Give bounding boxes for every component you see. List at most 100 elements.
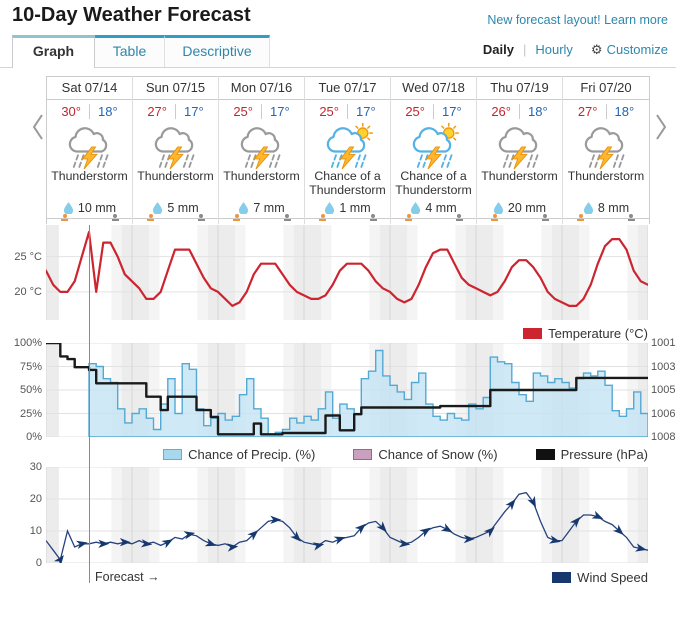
cloud-thunderstorm-icon [240, 127, 280, 170]
tab-graph[interactable]: Graph [12, 35, 95, 68]
day-column: Mon 07/16 25° 17° Thunderstorm 7 mm [219, 76, 305, 224]
sunset-icon [111, 214, 119, 221]
high-temp: 25° [233, 104, 253, 119]
day-column: Tue 07/17 25° 17° Chance of a Thunderstorm 1… [305, 76, 391, 224]
sun-cloud-thunderstorm-icon [326, 122, 373, 170]
day-name: Thu 07/19 [477, 76, 562, 100]
y-axis-label: 1005 [651, 384, 676, 396]
y-axis-label: 0% [26, 431, 42, 443]
raindrop-icon [325, 202, 335, 215]
cloud-thunderstorm-icon [68, 127, 108, 170]
temperature-legend-label: Temperature (°C) [548, 325, 648, 341]
new-layout-link[interactable]: New forecast layout! Learn more [487, 13, 668, 27]
low-temp: 17° [347, 104, 376, 119]
sunset-icon [197, 214, 205, 221]
precip-amount: 7 mm [219, 198, 304, 219]
tab-bar: Graph Table Descriptive [0, 35, 676, 68]
day-temps: 26° 18° [477, 102, 562, 122]
low-temp: 17° [261, 104, 290, 119]
sunrise-icon [61, 214, 69, 221]
condition-label: Thunderstorm [567, 169, 645, 183]
forecast-arrow-label: Forecast → [95, 570, 160, 584]
next-days-button[interactable] [653, 112, 669, 142]
weather-icon [563, 122, 649, 170]
wind-speed-chart [45, 466, 649, 567]
sun-marker-row [563, 213, 649, 224]
raindrop-icon [63, 202, 73, 215]
y-axis-label: 0 [35, 557, 42, 569]
day-temps: 25° 17° [391, 102, 476, 122]
snow-legend-label: Chance of Snow (%) [378, 446, 498, 462]
sunrise-icon [405, 214, 413, 221]
precip-amount: 1 mm [305, 198, 390, 219]
sun-marker-row [47, 213, 132, 224]
y-axis-label: 1008 [651, 431, 676, 443]
y-axis-label: 20 °C [14, 285, 42, 298]
sun-marker-row [305, 213, 390, 224]
day-column: Sat 07/14 30° 18° Thunderstorm 10 mm [47, 76, 133, 224]
cloud-thunderstorm-icon [498, 127, 538, 170]
precip-amount: 8 mm [563, 198, 649, 219]
sun-marker-row [133, 213, 218, 224]
day-name: Fri 07/20 [563, 76, 649, 100]
sun-marker-row [477, 213, 562, 224]
condition-label: Chance of a Thunderstorm [309, 169, 386, 197]
sunset-icon [283, 214, 291, 221]
wind-swatch [552, 571, 572, 583]
weather-icon [391, 122, 476, 170]
y-axis-label: 100% [13, 337, 42, 349]
weather-icon [219, 122, 304, 170]
snow-swatch [353, 448, 373, 460]
sun-marker-row [219, 213, 304, 224]
y-axis-label: 1003 [651, 360, 676, 373]
cloud-thunderstorm-icon [584, 127, 625, 170]
day-column: Wed 07/18 25° 17° Chance of a Thunderstorm 4… [391, 76, 477, 224]
y-axis-label: 20 [29, 493, 42, 505]
high-temp: 27° [147, 104, 167, 119]
sun-cloud-thunderstorm-icon [412, 122, 459, 170]
customize-button[interactable]: Customize [606, 42, 668, 58]
condition-label: Thunderstorm [137, 169, 214, 183]
raindrop-icon [583, 202, 593, 215]
day-name: Wed 07/18 [391, 76, 476, 100]
raindrop-icon [493, 202, 503, 215]
separator: | [522, 42, 527, 58]
sunrise-icon [319, 214, 327, 221]
sunset-icon [627, 214, 635, 221]
tab-descriptive[interactable]: Descriptive [165, 35, 270, 67]
y-axis-label: 1001 [651, 337, 676, 349]
sunrise-icon [147, 214, 155, 221]
y-axis-label: 50% [19, 384, 42, 396]
hourly-toggle[interactable]: Hourly [535, 42, 573, 58]
sunset-icon [541, 214, 549, 221]
raindrop-icon [153, 202, 163, 215]
precip-pressure-legend: Chance of Precip. (%) Chance of Snow (%)… [46, 446, 648, 462]
precip-amount: 20 mm [477, 198, 562, 219]
day-temps: 25° 17° [219, 102, 304, 122]
prev-days-button[interactable] [30, 112, 46, 142]
day-temps: 27° 17° [133, 102, 218, 122]
day-temps: 25° 17° [305, 102, 390, 122]
weather-icon [47, 122, 132, 170]
precip-amount: 4 mm [391, 198, 476, 219]
chevron-left-icon [32, 114, 43, 140]
high-temp: 27° [577, 104, 598, 119]
precip-swatch [163, 448, 183, 460]
day-name: Tue 07/17 [305, 76, 390, 100]
tab-table[interactable]: Table [95, 35, 165, 67]
pressure-legend-label: Pressure (hPa) [560, 446, 648, 462]
y-axis-label: 1006 [651, 407, 676, 420]
wind-legend-label: Wind Speed [577, 569, 648, 585]
daily-toggle[interactable]: Daily [482, 42, 514, 58]
precip-pressure-chart [45, 341, 649, 438]
gear-icon: ⚙ [590, 41, 603, 57]
low-temp: 18° [605, 104, 635, 119]
weather-icon [133, 122, 218, 170]
high-temp: 25° [405, 104, 425, 119]
condition-label: Thunderstorm [223, 169, 300, 183]
sunset-icon [369, 214, 377, 221]
temperature-chart [44, 225, 650, 320]
high-temp: 30° [61, 104, 81, 119]
precip-amount: 10 mm [47, 198, 132, 219]
